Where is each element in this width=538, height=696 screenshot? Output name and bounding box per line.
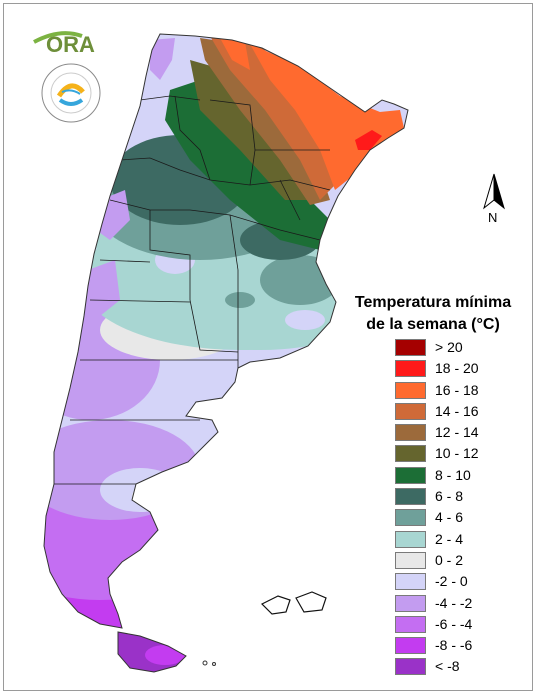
north-label: N <box>488 210 497 222</box>
legend-swatch <box>395 573 426 591</box>
legend-swatch <box>395 594 426 612</box>
legend-label: -8 - -6 <box>435 637 473 654</box>
legend-swatch <box>395 466 426 484</box>
legend-label: 2 - 4 <box>435 530 464 547</box>
malvinas-islands <box>260 591 327 615</box>
legend-swatch <box>395 658 426 676</box>
legend-swatch <box>395 530 426 548</box>
legend-swatch <box>395 360 426 378</box>
legend-swatch <box>395 424 426 442</box>
legend-label: 10 - 12 <box>435 445 479 462</box>
legend-label: < -8 <box>435 658 460 675</box>
legend-label: 6 - 8 <box>435 488 464 505</box>
legend-label: -6 - -4 <box>435 615 473 632</box>
legend-swatch <box>395 615 426 633</box>
legend-swatch <box>395 551 426 569</box>
legend-label: -2 - 0 <box>435 573 468 590</box>
legend-swatch <box>395 509 426 527</box>
legend-swatch <box>395 445 426 463</box>
legend-swatch <box>395 488 426 506</box>
legend-label: > 20 <box>435 339 463 355</box>
ora-logo-text: ORA <box>46 32 95 57</box>
province-borders <box>54 95 331 485</box>
legend-label: -4 - -2 <box>435 594 473 611</box>
country-outline <box>43 33 409 629</box>
smn-logo <box>40 62 102 129</box>
map-frame <box>3 3 533 691</box>
legend-title: Temperatura mínima de la semana (°C) <box>338 292 528 336</box>
legend-label: 16 - 18 <box>435 381 479 398</box>
north-arrow: N <box>478 172 514 227</box>
legend-swatch <box>395 637 426 655</box>
legend-swatch <box>395 339 426 356</box>
legend-label: 0 - 2 <box>435 551 464 568</box>
legend-swatch <box>395 381 426 399</box>
ora-logo: ORA <box>30 22 110 63</box>
legend-label: 4 - 6 <box>435 509 464 526</box>
legend-label: 18 - 20 <box>435 360 479 377</box>
legend-label: 12 - 14 <box>435 424 479 441</box>
legend-title-line1: Temperatura mínima <box>354 294 512 311</box>
legend-label: 14 - 16 <box>435 402 479 419</box>
legend-title-line2: de la semana (°C) <box>366 316 500 333</box>
legend-swatch <box>395 402 426 420</box>
legend-label: 8 - 10 <box>435 466 471 483</box>
